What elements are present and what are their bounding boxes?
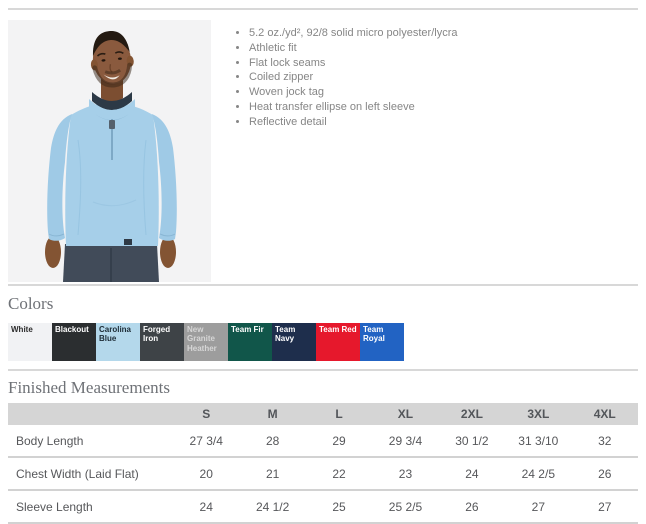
color-swatch-new-granite-heather[interactable]: New Granite Heather [184, 323, 228, 361]
measurement-row-label: Body Length [8, 425, 173, 458]
product-page: { "product": { "features": [ "5.2 oz./yd… [0, 8, 646, 524]
feature-item: Heat transfer ellipse on left sleeve [249, 100, 457, 115]
measurement-value: 27 [571, 490, 638, 524]
measurement-value: 26 [438, 490, 506, 524]
measurement-value: 22 [305, 457, 373, 491]
measurement-value: 29 [305, 425, 373, 458]
color-swatch-team-royal[interactable]: Team Royal [360, 323, 404, 361]
measurement-row-label: Sleeve Length [8, 490, 173, 524]
top-divider [8, 8, 638, 10]
section-divider [8, 369, 638, 371]
color-swatch-blackout[interactable]: Blackout [52, 323, 96, 361]
feature-item: Coiled zipper [249, 70, 457, 85]
feature-item: Flat lock seams [249, 56, 457, 71]
measurement-value: 26 [571, 457, 638, 491]
measurement-value: 20 [173, 457, 240, 491]
measurement-value: 24 [173, 490, 240, 524]
color-swatch-team-navy[interactable]: Team Navy [272, 323, 316, 361]
measurement-value: 31 3/10 [505, 425, 572, 458]
product-overview: 5.2 oz./yd², 92/8 solid micro polyester/… [8, 20, 638, 282]
measurement-value: 25 2/5 [372, 490, 439, 524]
size-column-header: M [239, 403, 306, 425]
color-swatch-team-fir[interactable]: Team Fir [228, 323, 272, 361]
measurement-value: 32 [571, 425, 638, 458]
color-swatch-carolina-blue[interactable]: Carolina Blue [96, 323, 140, 361]
feature-list: 5.2 oz./yd², 92/8 solid micro polyester/… [233, 26, 457, 282]
measurement-value: 25 [305, 490, 373, 524]
feature-item: Reflective detail [249, 115, 457, 130]
measurement-value: 28 [239, 425, 306, 458]
color-swatch-white[interactable]: White [8, 323, 52, 361]
size-header-row: S M L XL 2XL 3XL 4XL [8, 403, 638, 425]
measurement-value: 27 3/4 [173, 425, 240, 458]
measurement-row: Chest Width (Laid Flat) 20 21 22 23 24 2… [8, 457, 638, 491]
color-swatch-forged-iron[interactable]: Forged Iron [140, 323, 184, 361]
measurement-label-header [8, 403, 173, 425]
measurement-row-label: Chest Width (Laid Flat) [8, 457, 173, 491]
colors-title: Colors [8, 294, 54, 313]
model-photo-illustration [8, 20, 211, 282]
size-column-header: S [173, 403, 240, 425]
feature-item: 5.2 oz./yd², 92/8 solid micro polyester/… [249, 26, 457, 41]
measurement-row: Sleeve Length 24 24 1/2 25 25 2/5 26 27 … [8, 490, 638, 524]
feature-item: Athletic fit [249, 41, 457, 56]
size-column-header: 4XL [571, 403, 638, 425]
measurement-value: 21 [239, 457, 306, 491]
measurement-value: 29 3/4 [372, 425, 439, 458]
color-swatch-list: White Blackout Carolina Blue Forged Iron… [8, 323, 638, 361]
size-column-header: L [305, 403, 373, 425]
measurement-value: 30 1/2 [438, 425, 506, 458]
size-column-header: XL [372, 403, 439, 425]
measurements-title: Finished Measurements [8, 378, 170, 397]
measurement-value: 23 [372, 457, 439, 491]
color-swatch-team-red[interactable]: Team Red [316, 323, 360, 361]
size-column-header: 2XL [438, 403, 506, 425]
measurement-value: 24 1/2 [239, 490, 306, 524]
measurement-value: 24 [438, 457, 506, 491]
section-divider [8, 284, 638, 286]
measurements-table: S M L XL 2XL 3XL 4XL Body Length 27 3/4 … [8, 403, 638, 524]
measurement-row: Body Length 27 3/4 28 29 29 3/4 30 1/2 3… [8, 425, 638, 458]
measurement-value: 27 [505, 490, 572, 524]
measurement-value: 24 2/5 [505, 457, 572, 491]
product-image[interactable] [8, 20, 211, 282]
feature-item: Woven jock tag [249, 85, 457, 100]
size-column-header: 3XL [505, 403, 572, 425]
